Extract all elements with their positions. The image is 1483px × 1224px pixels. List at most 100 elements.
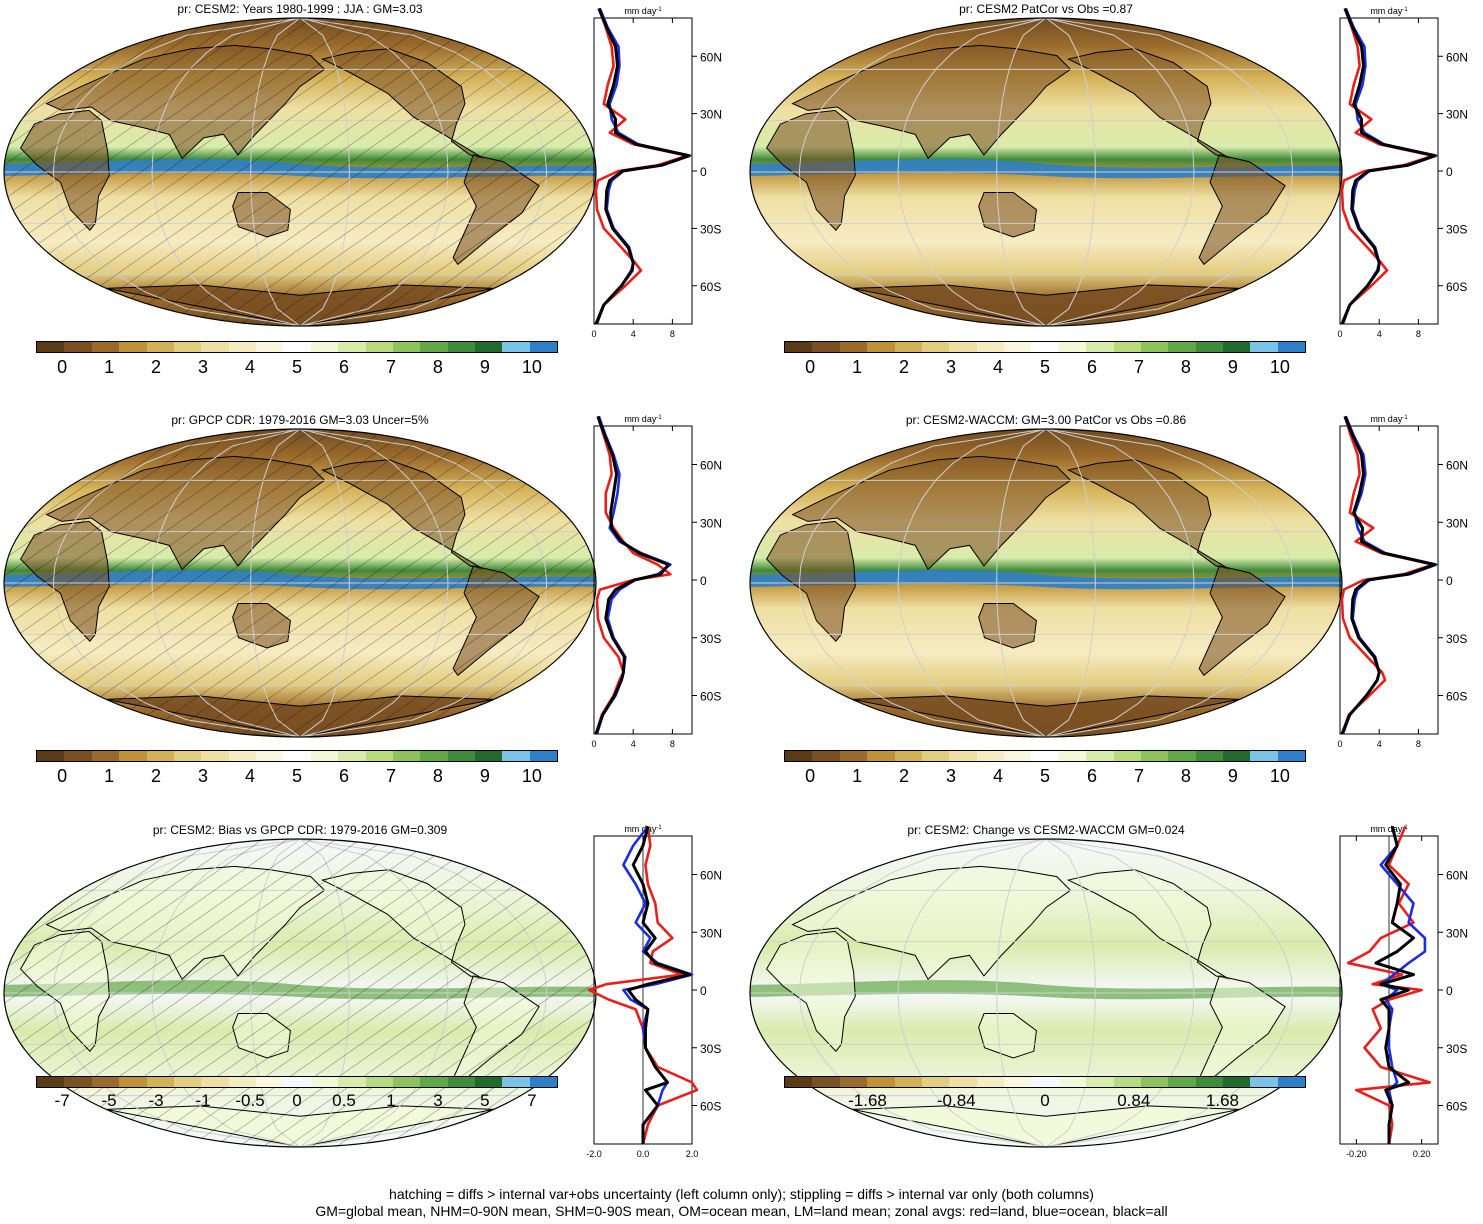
colorbar-swatch	[447, 751, 475, 761]
graticule-line	[1045, 429, 1294, 737]
colorbar-tick-label: 1	[104, 357, 115, 377]
lat-tick-label: 60S	[700, 280, 721, 294]
x-tick-label: -0.20	[1346, 1149, 1367, 1159]
colorbar-swatch	[475, 751, 503, 761]
colorbar-tick-label: 5	[291, 357, 303, 377]
colorbar-swatch	[64, 1077, 92, 1087]
colorbar-swatch	[894, 751, 922, 761]
map-border	[3, 428, 597, 738]
panel-title: pr: CESM2-WACCM: GM=3.00 PatCor vs Obs =…	[905, 413, 1187, 427]
colorbar-swatch	[1223, 751, 1251, 761]
graticule-line	[897, 839, 1047, 1147]
colorbar-swatch	[64, 751, 92, 761]
colorbar-tick-label: 8	[1180, 357, 1191, 377]
continent-namerica	[1066, 869, 1230, 980]
colorbar-swatch	[201, 342, 229, 352]
x-tick-label: 0	[1337, 329, 1342, 339]
lat-tick-label: 30N	[1446, 108, 1468, 122]
lat-tick-label: 30N	[700, 516, 722, 530]
colorbar-swatch	[1195, 1077, 1223, 1087]
map-border	[3, 17, 597, 327]
lat-tick-label: 60S	[700, 1100, 721, 1114]
panel-title: pr: CESM2: Change vs CESM2-WACCM GM=0.02…	[907, 823, 1185, 837]
colorbar-swatch	[1140, 342, 1169, 352]
zonal-series-land	[587, 826, 699, 1145]
colorbar-labels: -1.68 -0.84 0 0.84 1.68	[784, 1091, 1306, 1113]
graticule-line	[996, 429, 1047, 737]
colorbar-swatch	[839, 1077, 868, 1087]
colorbar-swatch	[529, 1077, 558, 1087]
continent-australia	[978, 192, 1037, 238]
colorbar-tick-label: 5	[291, 766, 303, 786]
precip-map	[3, 17, 597, 327]
colorbar-swatch	[812, 342, 840, 352]
colorbar-swatch	[785, 751, 813, 761]
colorbar-swatch	[146, 1077, 174, 1087]
precip-map	[3, 428, 597, 738]
colorbar-swatch	[1223, 1077, 1251, 1087]
colorbar-swatch	[119, 1077, 147, 1087]
colorbar-swatch	[921, 342, 950, 352]
x-tick-label: 0	[591, 739, 596, 749]
colorbar-tick-label: -0.84	[936, 1091, 976, 1110]
colorbar-swatch	[1004, 1077, 1032, 1087]
colorbar-swatch	[173, 342, 202, 352]
zonal-mean-plot: mm day-1 60N 30N 0 30S 60S 0 4 8	[591, 414, 722, 749]
colorbar-swatch	[502, 1077, 530, 1087]
graticule-line	[1045, 18, 1096, 326]
graticule-line	[897, 18, 1047, 326]
colorbar-tick-label: 5	[480, 1091, 490, 1110]
lat-tick-label: 30S	[1446, 1042, 1467, 1056]
graticule-line	[798, 18, 1047, 326]
map-border	[749, 838, 1343, 1148]
colorbar-swatch	[949, 751, 977, 761]
x-tick-label: 0	[591, 329, 596, 339]
precip-map	[749, 838, 1343, 1148]
zonal-series-all	[594, 415, 670, 735]
colorbar-swatch	[1168, 1077, 1196, 1087]
continent-eurasia	[791, 865, 1072, 981]
x-tick-label: 8	[670, 739, 675, 749]
colorbar-swatch	[338, 342, 366, 352]
continent-eurasia	[791, 455, 1072, 571]
panel-title: pr: CESM2 PatCor vs Obs =0.87	[959, 2, 1133, 16]
colorbar-tick-label: 9	[1227, 357, 1238, 377]
colorbar-tick-label: 3	[198, 766, 209, 786]
colorbar-labels: 0 1 2 3 4 5 6 7 8 9 10	[784, 357, 1306, 379]
lat-tick-label: 30N	[700, 926, 722, 940]
continent-eurasia	[791, 44, 1072, 160]
colorbar-swatch	[1113, 751, 1141, 761]
colorbar-tick-label: 1.68	[1205, 1091, 1240, 1110]
zonal-mean-plot: mm day-1 60N 30N 0 30S 60S 0 4 8	[591, 6, 722, 339]
colorbar-swatch	[1004, 342, 1032, 352]
colorbar-swatch	[1223, 342, 1251, 352]
colorbar-tick-label: 0	[57, 357, 68, 377]
colorbar-swatch	[1086, 1077, 1114, 1087]
colorbar-swatch	[420, 751, 448, 761]
colorbar-swatch	[502, 342, 530, 352]
graticule-line	[1045, 429, 1195, 737]
colorbar-tick-label: 2	[151, 766, 162, 786]
colorbar-swatch	[867, 342, 895, 352]
lat-tick-label: 30S	[1446, 632, 1467, 646]
colorbar-swatch	[338, 751, 366, 761]
colorbar-swatch	[812, 751, 840, 761]
colorbar-tick-label: 1	[104, 766, 115, 786]
continent-africa	[765, 520, 856, 642]
colorbar-swatch	[1250, 1077, 1278, 1087]
colorbar	[784, 341, 1306, 353]
colorbar-swatch	[91, 1077, 120, 1087]
colorbar-swatch	[447, 1077, 475, 1087]
colorbar-tick-label: 1	[852, 357, 863, 377]
colorbar-tick-label: 0	[805, 766, 816, 786]
colorbar-swatch	[894, 1077, 922, 1087]
colorbar-tick-label: 0.5	[332, 1091, 356, 1110]
colorbar-swatch	[256, 1077, 284, 1087]
x-tick-label: 4	[1377, 739, 1382, 749]
zonal-series-all	[1340, 7, 1437, 325]
colorbar-swatch	[173, 1077, 202, 1087]
colorbar-tick-label: 9	[479, 357, 490, 377]
colorbar-swatch	[921, 751, 950, 761]
zonal-series-all	[594, 7, 691, 325]
colorbar-swatch	[37, 1077, 65, 1087]
